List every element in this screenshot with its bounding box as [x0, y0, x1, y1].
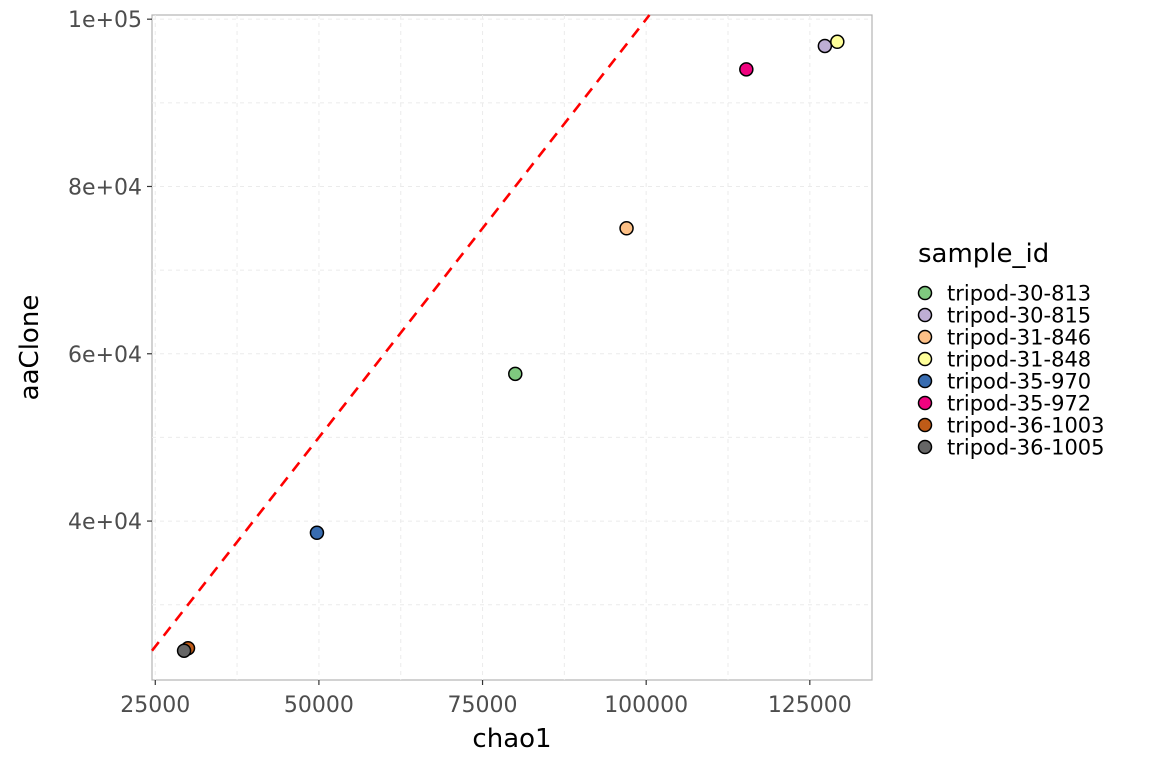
legend-key — [917, 373, 933, 389]
legend-label: tripod-31-848 — [947, 348, 1091, 372]
y-tick-label: 8e+04 — [68, 175, 142, 200]
legend-key — [917, 351, 933, 367]
points-layer — [176, 34, 845, 658]
legend: sample_idtripod-30-813tripod-30-815tripo… — [917, 239, 1105, 460]
legend-key — [917, 439, 933, 455]
legend-label: tripod-36-1003 — [947, 414, 1105, 438]
legend-item: tripod-30-813 — [917, 282, 1091, 306]
x-tick-label: 125000 — [768, 693, 852, 718]
legend-key — [917, 417, 933, 433]
grid-layer — [152, 15, 872, 680]
reference-line — [150, 14, 651, 652]
data-point-tripod-35-970 — [309, 525, 325, 541]
y-axis-title: aaClone — [15, 295, 45, 401]
legend-item: tripod-31-848 — [917, 348, 1091, 372]
plot-panel-border — [151, 14, 873, 681]
legend-key — [917, 395, 933, 411]
y-tick-label: 4e+04 — [68, 510, 142, 535]
data-point-tripod-31-848 — [830, 34, 845, 50]
legend-key — [917, 307, 933, 323]
legend-label: tripod-35-970 — [947, 370, 1091, 394]
legend-item: tripod-35-972 — [917, 392, 1091, 416]
legend-item: tripod-31-846 — [917, 326, 1091, 350]
reference-line-layer — [150, 14, 651, 652]
axes-layer: 25000 50000 75000 100000 125000 4e+04 6e+04 8e+… — [15, 8, 852, 754]
legend-item: tripod-36-1003 — [917, 414, 1105, 438]
x-tick-label: 100000 — [604, 693, 688, 718]
x-tick-label: 50000 — [284, 693, 354, 718]
data-point-tripod-31-846 — [619, 221, 634, 236]
legend-key — [917, 285, 933, 301]
data-point-tripod-36-1005 — [176, 643, 192, 658]
legend-title: sample_id — [918, 239, 1049, 269]
legend-item: tripod-36-1005 — [917, 436, 1105, 460]
legend-label: tripod-30-813 — [947, 282, 1091, 306]
plot-panel — [151, 14, 873, 681]
x-axis-title: chao1 — [472, 724, 551, 754]
legend-label: tripod-31-846 — [947, 326, 1091, 350]
data-point-tripod-30-813 — [508, 366, 523, 382]
y-tick-label: 1e+05 — [68, 8, 142, 33]
legend-item: tripod-30-815 — [917, 304, 1091, 328]
y-tick-label: 6e+04 — [68, 343, 142, 368]
legend-key — [917, 329, 933, 345]
legend-label: tripod-36-1005 — [947, 436, 1105, 460]
data-point-tripod-30-815 — [817, 38, 833, 54]
data-point-tripod-35-972 — [739, 62, 754, 77]
legend-item: tripod-35-970 — [917, 370, 1091, 394]
legend-label: tripod-30-815 — [947, 304, 1091, 328]
x-tick-label: 75000 — [448, 693, 518, 718]
x-tick-label: 25000 — [120, 693, 190, 718]
legend-label: tripod-35-972 — [947, 392, 1091, 416]
